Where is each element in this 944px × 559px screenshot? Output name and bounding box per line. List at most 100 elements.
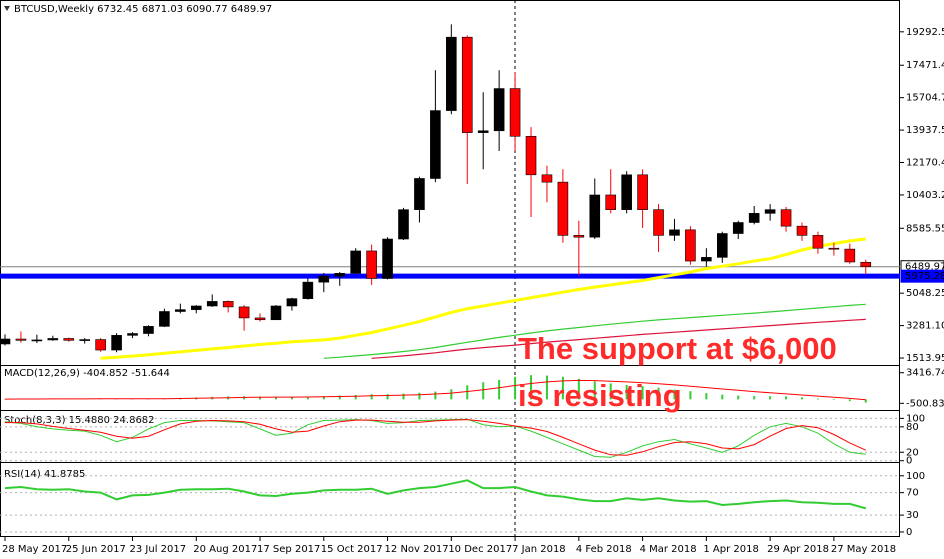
candle-body [382,238,393,279]
candle-body [350,250,361,274]
candle-body [828,247,840,250]
candle-body [541,174,553,183]
candle-body [334,273,346,277]
macd-bar [641,386,644,400]
moving-average [371,318,866,359]
candle-body [796,225,808,236]
macd-bar [545,375,548,400]
x-tick-label: 10 Dec 2017 [448,544,512,555]
x-tick-label: 7 Jan 2018 [512,544,566,555]
candle-body [589,194,601,238]
macd-bar [801,397,803,400]
macd-bar [434,391,437,400]
plot-frame [0,0,900,537]
rsi-title: RSI(14) 41.8785 [4,469,85,480]
candle-body [95,339,106,351]
price-label: 5975.28 [905,271,944,282]
candle-body [254,317,266,321]
x-tick-label: 20 Aug 2017 [193,544,257,555]
candle-body [446,36,457,111]
macd-bar [259,396,262,400]
macd-bar [785,396,788,400]
annotation: is resisting [518,378,682,413]
candle-body [430,110,441,179]
macd-bar [625,384,628,400]
candle-body [175,309,186,312]
candle-body [270,305,282,321]
macd-bar [354,395,357,400]
y-tick-label: 80 [906,422,919,433]
macd-bar [530,375,533,400]
candle-body [780,209,792,227]
y-tick-label: 5048.25 [906,288,944,299]
x-tick-label: 1 Apr 2018 [703,544,758,555]
macd-bar [418,392,421,400]
candle-body [63,338,75,341]
candle-body [764,209,776,214]
price-label-box [900,269,944,283]
moving-average [100,237,866,360]
candle-body [143,326,154,334]
candle-body [493,88,505,132]
candle-body [222,301,234,308]
candle-body [461,36,473,133]
candle-body [414,178,425,210]
y-tick-label: 70 [906,488,919,499]
y-tick-label: 17471.45 [906,60,944,71]
y-tick-label: -500.833 [906,398,944,409]
candle-body [47,338,59,341]
candle-body [732,222,744,234]
y-tick-label: 3416.746 [906,368,944,379]
x-tick-label: 27 May 2018 [831,544,896,555]
candle-body [366,250,377,279]
candle-body [860,261,872,268]
macd-bar [274,396,277,400]
candle-body [621,174,632,210]
x-tick-label: 4 Feb 2018 [576,544,632,555]
candle-body [286,298,298,307]
macd-bar [338,395,341,400]
macd-bar [848,399,851,402]
macd-bar [450,389,453,400]
candle-body [716,233,728,258]
indicator-line [4,479,867,510]
macd-bar [370,394,373,400]
candle-body [701,257,712,262]
candle-body [302,281,314,299]
candle-body [79,339,90,341]
candle-body [190,305,202,310]
candle-body [509,88,521,137]
y-tick-label: 30 [906,510,919,521]
candle-body [525,135,537,176]
macd-bar [402,393,405,400]
macd-bar [290,396,293,400]
candle-body [206,301,218,307]
candle-body [653,209,664,236]
macd-bar [514,376,517,400]
candle-body [637,174,648,210]
macd-bar [689,391,692,400]
x-tick-label: 23 Jul 2017 [130,544,187,555]
y-tick-label: 8585.55 [906,223,944,234]
candle-body [573,235,585,238]
candle-body [685,229,696,262]
moving-average [323,303,866,359]
candle-body [15,338,27,341]
candle-body [31,339,43,342]
macd-bar [593,381,596,400]
macd-bar [577,378,580,400]
macd-bar [721,394,724,400]
stoch-title: Stoch(8,3,3) 15.4880 24.8682 [4,415,155,426]
macd-bar [657,387,660,400]
candle-body [318,275,330,283]
candle-body [844,248,856,263]
x-tick-label: 25 Jun 2017 [66,544,126,555]
x-tick-label: 29 Apr 2018 [767,544,829,555]
macd-signal [4,379,866,401]
macd-bar [609,383,612,400]
candle-body [111,335,122,351]
macd-bar [705,393,708,400]
macd-bar [466,385,469,400]
macd-bar [4,398,6,400]
